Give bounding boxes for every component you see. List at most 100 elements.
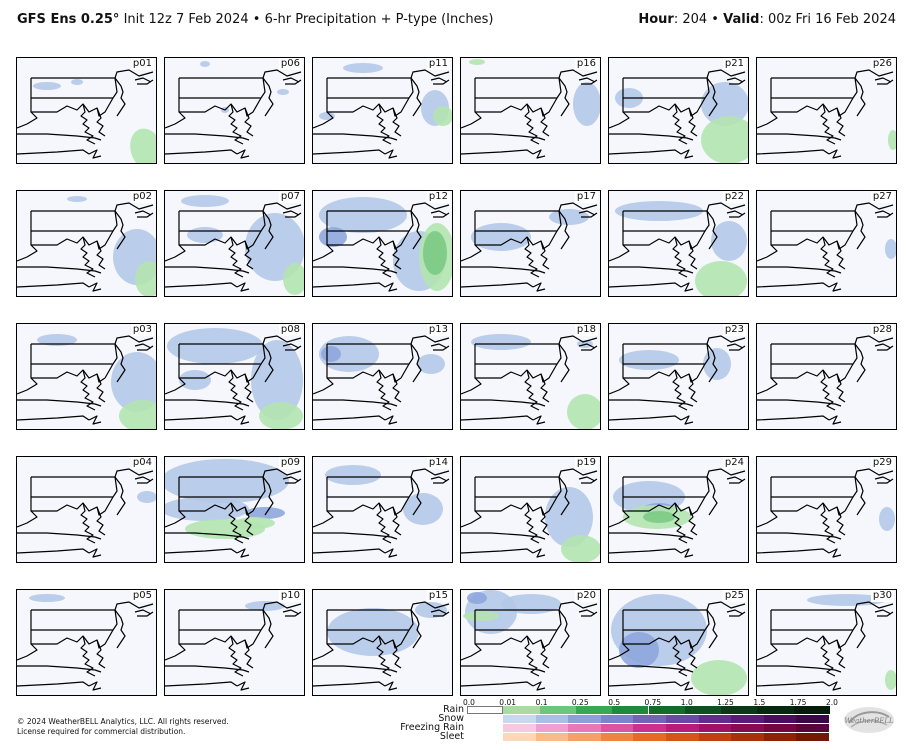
state-border (609, 111, 630, 129)
state-border (770, 97, 854, 117)
precip-area (235, 517, 275, 529)
precip-area (701, 82, 748, 126)
precip-area (277, 89, 289, 95)
state-border (609, 510, 630, 528)
precip-map (757, 69, 896, 159)
precip-area (545, 487, 593, 547)
precip-area (711, 221, 747, 261)
legend-tick-label: 0.0 (463, 698, 475, 707)
footer: © 2024 WeatherBELL Analytics, LLC. All r… (17, 717, 229, 737)
state-border (30, 496, 114, 516)
state-border (384, 149, 398, 159)
state-border (609, 282, 682, 288)
state-border (836, 373, 846, 403)
state-border (313, 532, 398, 540)
precip-area (879, 507, 895, 531)
state-border (474, 77, 562, 99)
state-border (17, 377, 38, 395)
legend-swatch (633, 733, 666, 741)
state-border (532, 282, 546, 292)
precip-area (433, 106, 452, 126)
state-border (17, 510, 38, 528)
member-label: p28 (870, 324, 894, 336)
state-border (392, 373, 402, 403)
ensemble-member-panel: p29 (756, 456, 897, 563)
state-border (17, 532, 102, 540)
state-border (757, 548, 830, 554)
state-border (623, 335, 746, 345)
state-border (680, 149, 694, 159)
legend-swatch (568, 715, 601, 723)
legend-swatch (503, 724, 536, 732)
precip-area (417, 354, 445, 374)
state-border (165, 510, 186, 528)
state-border (410, 343, 422, 383)
member-label: p15 (426, 590, 450, 602)
state-border (313, 681, 386, 687)
legend-swatch (731, 733, 764, 741)
ensemble-member-panel: p06 (164, 57, 305, 164)
state-border (244, 240, 254, 270)
precip-map (609, 594, 747, 695)
legend-swatch (757, 706, 794, 714)
state-border (134, 476, 154, 484)
valid-value: : 00z Fri 16 Feb 2024 (759, 12, 896, 27)
precip-area (259, 402, 303, 429)
legend-swatch (698, 715, 732, 723)
precip-map (17, 468, 156, 558)
legend-swatch (503, 706, 540, 714)
state-border (706, 210, 718, 250)
legend-type-label: Sleet (439, 731, 464, 742)
state-border (474, 476, 562, 498)
legend-type-label: Freezing Rain (400, 722, 464, 733)
state-border (680, 415, 694, 425)
precip-area (888, 130, 896, 150)
state-border (282, 343, 302, 351)
state-border (461, 548, 534, 554)
member-label: p06 (278, 58, 302, 70)
state-border (313, 133, 398, 141)
ensemble-member-panel: p22 (608, 190, 749, 297)
state-border (410, 77, 422, 117)
precip-area (703, 348, 731, 380)
state-border (282, 476, 302, 484)
state-border (165, 643, 186, 661)
state-border (282, 210, 302, 218)
ensemble-member-panel: p23 (608, 323, 749, 430)
state-border (540, 639, 550, 669)
legend-swatch (467, 706, 504, 714)
copyright-text: © 2024 WeatherBELL Analytics, LLC. All r… (17, 717, 229, 726)
state-border (874, 343, 894, 351)
legend-swatch (731, 724, 764, 732)
state-border (578, 343, 598, 351)
legend-swatch (763, 733, 797, 741)
state-border (392, 639, 402, 669)
precip-area (200, 61, 210, 67)
state-border (540, 506, 550, 536)
state-border (532, 149, 546, 159)
precip-map (313, 197, 452, 292)
state-border (114, 77, 126, 117)
state-border (244, 506, 254, 536)
valid-info: Hour: 204 • Valid: 00z Fri 16 Feb 2024 (638, 12, 896, 27)
state-border (134, 210, 154, 218)
precip-map (757, 594, 896, 691)
state-border (475, 69, 598, 79)
precip-map (17, 594, 154, 691)
precip-area (33, 82, 61, 90)
legend-swatch (666, 715, 699, 723)
ensemble-member-panel: p16 (460, 57, 601, 164)
state-border (558, 343, 570, 383)
precip-map (313, 465, 450, 558)
state-border (622, 230, 706, 250)
precip-area (137, 491, 156, 503)
member-label: p08 (278, 324, 302, 336)
legend-swatch (600, 724, 634, 732)
state-border (770, 609, 858, 631)
state-border (384, 415, 398, 425)
state-border (236, 548, 250, 558)
state-border (165, 133, 250, 141)
precip-area (165, 459, 289, 503)
state-border (179, 335, 302, 345)
state-border (757, 377, 778, 395)
